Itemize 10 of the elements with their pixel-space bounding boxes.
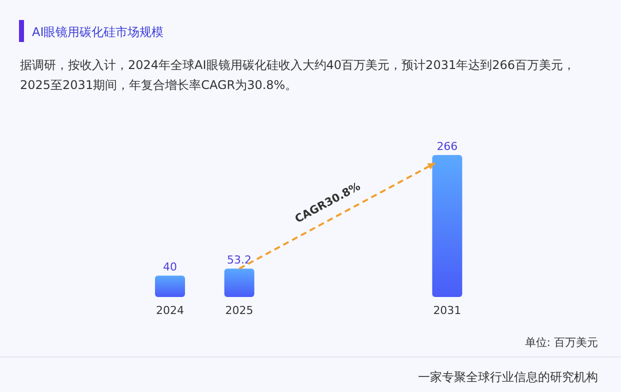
chart-subtitle: 据调研，按收入计，2024年全球AI眼镜用碳化硅收入大约40百万美元，预计2031年达到266百万美元，2025至2031期间，年复合增长率CAGR为30.8%。 [20,57,576,94]
text: 单位: 百万美元 [524,336,598,349]
data-label: 40 [163,260,177,274]
text: 一家专聚全球行业信息的研究机构 [418,370,598,384]
x-tick-label: 2025 [225,304,254,317]
x-tick-label: 2024 [156,304,184,317]
x-tick-label: 2031 [433,304,462,317]
chart-title: AI眼镜用碳化硅市场规模 [32,25,164,39]
data-label: 266 [436,140,458,153]
data-label: 53.2 [227,254,252,267]
